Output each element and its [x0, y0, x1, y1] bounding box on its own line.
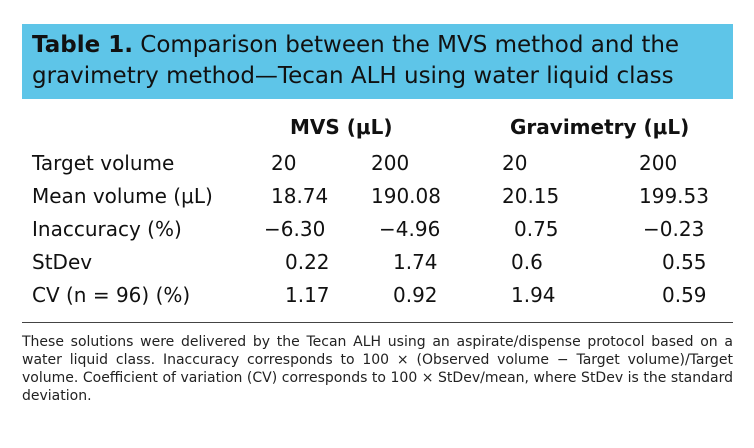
group-header-gravimetry: Gravimetry (μL) — [510, 115, 690, 139]
row-label: StDev — [32, 250, 93, 274]
cell-grav-20: 0.6 — [511, 250, 543, 274]
table-footnote: These solutions were delivered by the Te… — [22, 334, 733, 404]
cell-grav-200: 0.55 — [662, 250, 707, 274]
cell-mvs-200: 190.08 — [371, 184, 441, 208]
cell-mvs-20: 1.17 — [285, 283, 330, 307]
table-label: Table 1. — [32, 32, 133, 58]
cell-mvs-20: 0.22 — [285, 250, 330, 274]
cell-grav-200: 199.53 — [639, 184, 709, 208]
table-bottom-rule — [22, 322, 733, 323]
table-title: Comparison between the MVS method and th… — [32, 32, 680, 89]
row-label: CV (n = 96) (%) — [32, 283, 191, 307]
table-row: CV (n = 96) (%) 1.17 0.92 1.94 0.59 — [22, 280, 733, 310]
group-header-mvs: MVS (μL) — [290, 115, 393, 139]
cell-mvs-200: 200 — [371, 151, 410, 175]
cell-grav-20: 0.75 — [514, 217, 559, 241]
cell-grav-20: 1.94 — [511, 283, 556, 307]
table-header-row: MVS (μL) Gravimetry (μL) — [22, 112, 733, 142]
row-label: Inaccuracy (%) — [32, 217, 182, 241]
cell-mvs-20: 18.74 — [271, 184, 329, 208]
cell-grav-200: 200 — [639, 151, 678, 175]
cell-mvs-200: −4.96 — [379, 217, 441, 241]
table-row: Mean volume (μL) 18.74 190.08 20.15 199.… — [22, 181, 733, 211]
cell-mvs-200: 0.92 — [393, 283, 438, 307]
cell-mvs-20: −6.30 — [264, 217, 326, 241]
table-row: Inaccuracy (%) −6.30 −4.96 0.75 −0.23 — [22, 214, 733, 244]
table-row: StDev 0.22 1.74 0.6 0.55 — [22, 247, 733, 277]
table-row: Target volume 20 200 20 200 — [22, 148, 733, 178]
cell-mvs-200: 1.74 — [393, 250, 438, 274]
cell-grav-20: 20.15 — [502, 184, 560, 208]
row-label: Mean volume (μL) — [32, 184, 213, 208]
cell-grav-200: 0.59 — [662, 283, 707, 307]
table-caption: Table 1. Comparison between the MVS meth… — [22, 24, 733, 99]
row-label: Target volume — [32, 151, 175, 175]
cell-grav-20: 20 — [502, 151, 528, 175]
cell-mvs-20: 20 — [271, 151, 297, 175]
cell-grav-200: −0.23 — [643, 217, 705, 241]
